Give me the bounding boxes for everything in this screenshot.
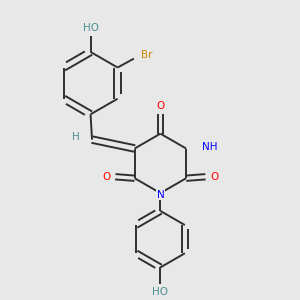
Text: Br: Br xyxy=(141,50,152,60)
Text: O: O xyxy=(102,172,111,182)
Text: HO: HO xyxy=(82,22,99,32)
Text: O: O xyxy=(210,172,218,182)
Text: NH: NH xyxy=(202,142,217,152)
Text: N: N xyxy=(157,190,164,200)
Text: HO: HO xyxy=(152,287,168,297)
Text: O: O xyxy=(156,101,164,111)
Text: H: H xyxy=(72,132,80,142)
